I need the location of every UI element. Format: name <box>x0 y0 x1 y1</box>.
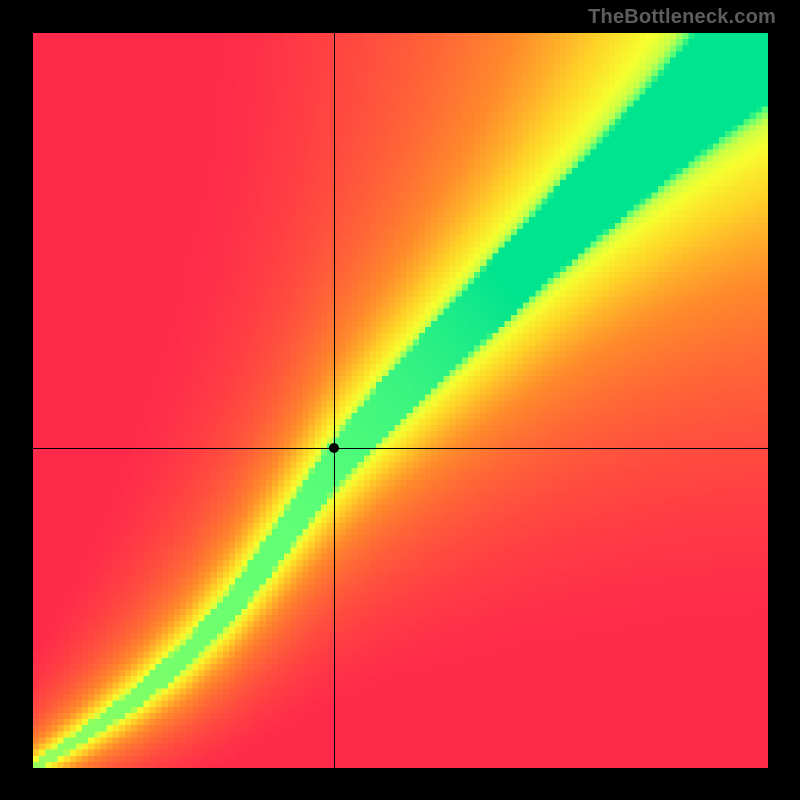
heatmap-plot <box>33 33 768 768</box>
chart-container: TheBottleneck.com <box>0 0 800 800</box>
watermark-text: TheBottleneck.com <box>588 6 776 29</box>
data-point-marker <box>329 443 339 453</box>
heatmap-canvas <box>33 33 768 768</box>
crosshair-horizontal <box>33 448 768 449</box>
crosshair-vertical <box>334 33 335 768</box>
